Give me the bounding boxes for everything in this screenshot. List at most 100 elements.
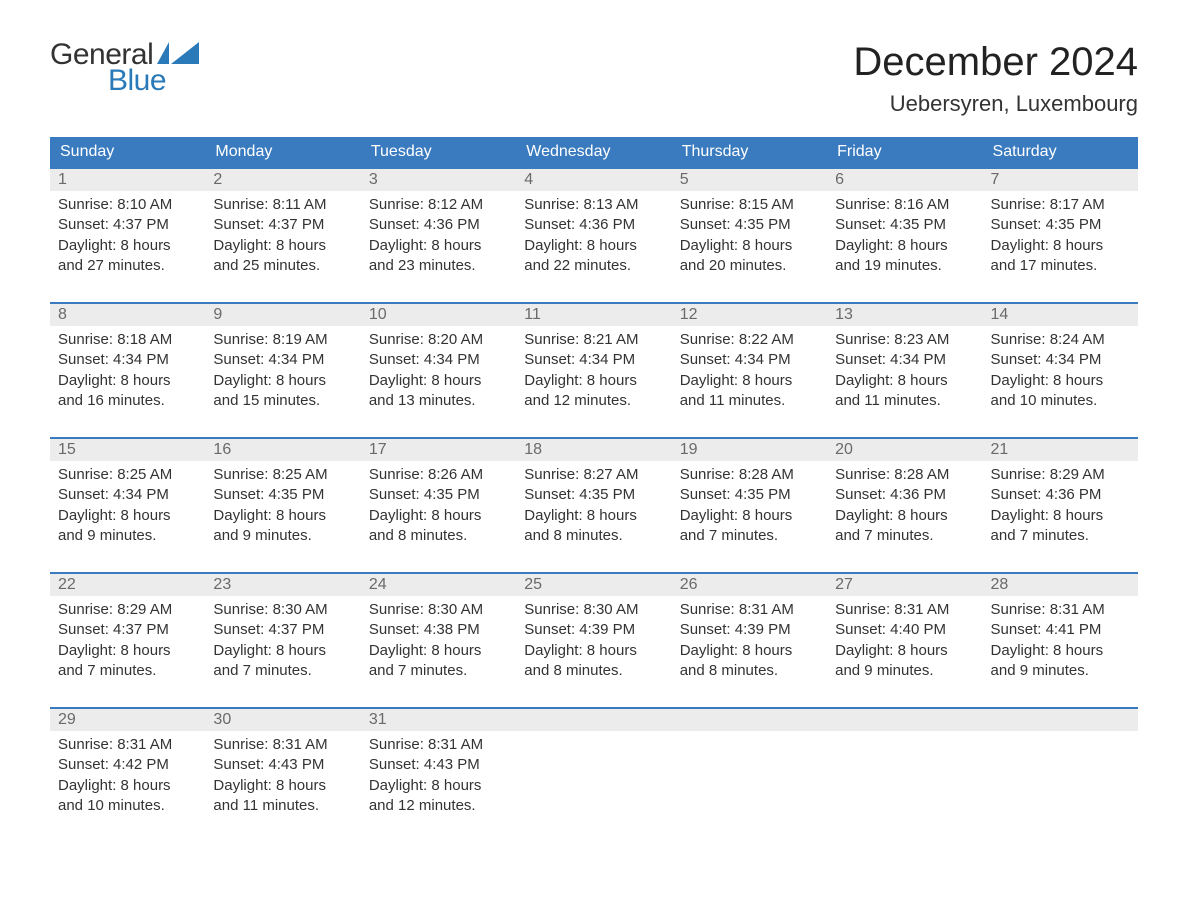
day-number: 27 <box>827 574 982 596</box>
sunset-line: Sunset: 4:42 PM <box>58 755 197 775</box>
sunset-line: Sunset: 4:34 PM <box>835 350 974 370</box>
day-header-cell: Friday <box>827 137 982 167</box>
day-number: . <box>983 709 1138 731</box>
day-content: Sunrise: 8:15 AMSunset: 4:35 PMDaylight:… <box>672 191 827 280</box>
day-number: 1 <box>50 169 205 191</box>
title-block: December 2024 Uebersyren, Luxembourg <box>853 40 1138 117</box>
daylight-line: and 12 minutes. <box>369 796 508 816</box>
sunrise-line: Sunrise: 8:30 AM <box>524 600 663 620</box>
sunset-line: Sunset: 4:35 PM <box>524 485 663 505</box>
day-number: 25 <box>516 574 671 596</box>
sunset-line: Sunset: 4:35 PM <box>369 485 508 505</box>
daylight-line: Daylight: 8 hours <box>369 506 508 526</box>
day-number: . <box>516 709 671 731</box>
daylight-line: and 8 minutes. <box>524 526 663 546</box>
day-number: 2 <box>205 169 360 191</box>
day-content: Sunrise: 8:16 AMSunset: 4:35 PMDaylight:… <box>827 191 982 280</box>
daylight-line: Daylight: 8 hours <box>369 371 508 391</box>
sunrise-line: Sunrise: 8:22 AM <box>680 330 819 350</box>
daylight-line: Daylight: 8 hours <box>835 236 974 256</box>
day-content: Sunrise: 8:31 AMSunset: 4:43 PMDaylight:… <box>361 731 516 820</box>
day-cell: 13Sunrise: 8:23 AMSunset: 4:34 PMDayligh… <box>827 304 982 415</box>
day-content: Sunrise: 8:30 AMSunset: 4:39 PMDaylight:… <box>516 596 671 685</box>
sunrise-line: Sunrise: 8:19 AM <box>213 330 352 350</box>
sunrise-line: Sunrise: 8:16 AM <box>835 195 974 215</box>
day-cell: 27Sunrise: 8:31 AMSunset: 4:40 PMDayligh… <box>827 574 982 685</box>
sunrise-line: Sunrise: 8:18 AM <box>58 330 197 350</box>
day-cell: 5Sunrise: 8:15 AMSunset: 4:35 PMDaylight… <box>672 169 827 280</box>
sunset-line: Sunset: 4:43 PM <box>213 755 352 775</box>
daylight-line: Daylight: 8 hours <box>213 371 352 391</box>
daylight-line: Daylight: 8 hours <box>58 641 197 661</box>
daylight-line: Daylight: 8 hours <box>213 506 352 526</box>
sunrise-line: Sunrise: 8:28 AM <box>835 465 974 485</box>
day-content: Sunrise: 8:23 AMSunset: 4:34 PMDaylight:… <box>827 326 982 415</box>
day-number: . <box>827 709 982 731</box>
day-number: 20 <box>827 439 982 461</box>
daylight-line: Daylight: 8 hours <box>58 236 197 256</box>
day-cell: 19Sunrise: 8:28 AMSunset: 4:35 PMDayligh… <box>672 439 827 550</box>
sunset-line: Sunset: 4:37 PM <box>58 215 197 235</box>
sunset-line: Sunset: 4:34 PM <box>58 350 197 370</box>
day-cell: 10Sunrise: 8:20 AMSunset: 4:34 PMDayligh… <box>361 304 516 415</box>
day-cell: 9Sunrise: 8:19 AMSunset: 4:34 PMDaylight… <box>205 304 360 415</box>
day-cell: 6Sunrise: 8:16 AMSunset: 4:35 PMDaylight… <box>827 169 982 280</box>
daylight-line: Daylight: 8 hours <box>991 236 1130 256</box>
daylight-line: Daylight: 8 hours <box>524 236 663 256</box>
sunrise-line: Sunrise: 8:29 AM <box>991 465 1130 485</box>
sunrise-line: Sunrise: 8:31 AM <box>213 735 352 755</box>
day-number: 10 <box>361 304 516 326</box>
day-number: 19 <box>672 439 827 461</box>
daylight-line: and 16 minutes. <box>58 391 197 411</box>
sunrise-line: Sunrise: 8:29 AM <box>58 600 197 620</box>
sunrise-line: Sunrise: 8:20 AM <box>369 330 508 350</box>
day-content: Sunrise: 8:27 AMSunset: 4:35 PMDaylight:… <box>516 461 671 550</box>
day-header-cell: Saturday <box>983 137 1138 167</box>
sunrise-line: Sunrise: 8:10 AM <box>58 195 197 215</box>
sunset-line: Sunset: 4:35 PM <box>991 215 1130 235</box>
daylight-line: and 9 minutes. <box>991 661 1130 681</box>
sunrise-line: Sunrise: 8:13 AM <box>524 195 663 215</box>
daylight-line: Daylight: 8 hours <box>991 506 1130 526</box>
daylight-line: and 7 minutes. <box>835 526 974 546</box>
day-cell: 24Sunrise: 8:30 AMSunset: 4:38 PMDayligh… <box>361 574 516 685</box>
day-cell: 3Sunrise: 8:12 AMSunset: 4:36 PMDaylight… <box>361 169 516 280</box>
sunrise-line: Sunrise: 8:30 AM <box>213 600 352 620</box>
sunrise-line: Sunrise: 8:31 AM <box>680 600 819 620</box>
sunset-line: Sunset: 4:35 PM <box>680 215 819 235</box>
day-content: Sunrise: 8:29 AMSunset: 4:36 PMDaylight:… <box>983 461 1138 550</box>
day-cell: 16Sunrise: 8:25 AMSunset: 4:35 PMDayligh… <box>205 439 360 550</box>
sunset-line: Sunset: 4:34 PM <box>213 350 352 370</box>
day-header-cell: Monday <box>205 137 360 167</box>
daylight-line: and 17 minutes. <box>991 256 1130 276</box>
day-content: Sunrise: 8:25 AMSunset: 4:35 PMDaylight:… <box>205 461 360 550</box>
sunset-line: Sunset: 4:34 PM <box>58 485 197 505</box>
day-cell: 8Sunrise: 8:18 AMSunset: 4:34 PMDaylight… <box>50 304 205 415</box>
day-cell: 31Sunrise: 8:31 AMSunset: 4:43 PMDayligh… <box>361 709 516 820</box>
daylight-line: Daylight: 8 hours <box>213 641 352 661</box>
logo: General Blue <box>50 40 199 96</box>
day-number: 3 <box>361 169 516 191</box>
daylight-line: Daylight: 8 hours <box>835 506 974 526</box>
daylight-line: and 15 minutes. <box>213 391 352 411</box>
day-number: 29 <box>50 709 205 731</box>
day-cell: 26Sunrise: 8:31 AMSunset: 4:39 PMDayligh… <box>672 574 827 685</box>
sunset-line: Sunset: 4:34 PM <box>524 350 663 370</box>
day-number: 15 <box>50 439 205 461</box>
day-cell: 29Sunrise: 8:31 AMSunset: 4:42 PMDayligh… <box>50 709 205 820</box>
day-content: Sunrise: 8:28 AMSunset: 4:35 PMDaylight:… <box>672 461 827 550</box>
sunset-line: Sunset: 4:35 PM <box>680 485 819 505</box>
sunrise-line: Sunrise: 8:26 AM <box>369 465 508 485</box>
daylight-line: and 7 minutes. <box>58 661 197 681</box>
day-number: 28 <box>983 574 1138 596</box>
day-number: 6 <box>827 169 982 191</box>
day-content: Sunrise: 8:30 AMSunset: 4:38 PMDaylight:… <box>361 596 516 685</box>
daylight-line: Daylight: 8 hours <box>524 506 663 526</box>
sunrise-line: Sunrise: 8:24 AM <box>991 330 1130 350</box>
daylight-line: Daylight: 8 hours <box>369 641 508 661</box>
daylight-line: and 10 minutes. <box>991 391 1130 411</box>
daylight-line: and 20 minutes. <box>680 256 819 276</box>
day-header-cell: Tuesday <box>361 137 516 167</box>
sunrise-line: Sunrise: 8:25 AM <box>58 465 197 485</box>
week-row: 15 Sunrise: 8:25 AMSunset: 4:34 PM Dayligh… <box>50 437 1138 550</box>
